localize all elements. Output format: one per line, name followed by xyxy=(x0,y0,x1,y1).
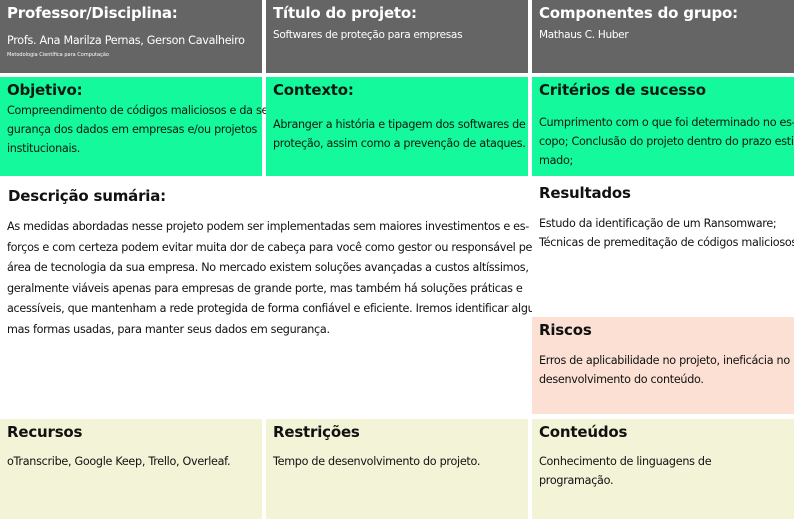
professor-title: Professor/Disciplina: xyxy=(7,4,178,22)
descricao-line: acessíveis, que mantenham a rede protegi… xyxy=(7,302,539,315)
restricoes-text: Tempo de desenvolvimento do projeto. xyxy=(273,455,481,468)
resultados-line: Técnicas de premeditação de códigos mali… xyxy=(539,236,794,249)
criterios-line: Cumprimento com o que foi determinado no… xyxy=(539,116,794,129)
resultados-line: Estudo da identificação de um Ransomware… xyxy=(539,217,777,230)
contexto-line: proteção, assim como a prevenção de ataq… xyxy=(273,137,526,150)
professor-names: Profs. Ana Marilza Pernas, Gerson Cavalh… xyxy=(7,34,245,47)
conteudos-text: Conhecimento de linguagens de programaçã… xyxy=(539,455,712,487)
contexto-title: Contexto: xyxy=(273,81,354,99)
course-name: Metodologia Científica para Computação xyxy=(7,52,109,58)
objetivo-line: institucionais. xyxy=(7,142,81,155)
conteudos-panel: Conteúdos Conhecimento de linguagens de … xyxy=(532,419,794,519)
criterios-title: Critérios de sucesso xyxy=(539,81,706,99)
conteudos-title: Conteúdos xyxy=(539,423,628,441)
recursos-title: Recursos xyxy=(7,423,83,441)
recursos-panel: Recursos oTranscribe, Google Keep, Trell… xyxy=(0,419,262,519)
contexto-panel: Contexto: Abranger a história e tipagem … xyxy=(266,77,528,176)
descricao-panel: Descrição sumária: As medidas abordadas … xyxy=(0,180,542,414)
resultados-panel: Resultados Estudo da identificação de um… xyxy=(532,180,794,314)
riscos-panel: Riscos Erros de aplicabilidade no projet… xyxy=(532,317,794,414)
descricao-line: forços e com certeza podem evitar muita … xyxy=(7,240,542,254)
restricoes-panel: Restrições Tempo de desenvolvimento do p… xyxy=(266,419,528,519)
objetivo-line: Compreendimento de códigos maliciosos e … xyxy=(7,104,272,117)
descricao-line: As medidas abordadas nesse projeto podem… xyxy=(7,220,530,233)
descricao-line: mas formas usadas, para manter seus dado… xyxy=(7,322,330,336)
professor-panel: Professor/Disciplina: Profs. Ana Marilza… xyxy=(0,0,262,73)
riscos-title: Riscos xyxy=(539,321,592,339)
objetivo-panel: Objetivo: Compreendimento de códigos mal… xyxy=(0,77,272,176)
descricao-title: Descrição sumária: xyxy=(8,187,166,205)
descricao-line: geralmente viáveis apenas para empresas … xyxy=(7,281,523,295)
restricoes-title: Restrições xyxy=(273,423,360,441)
titulo-panel: Título do projeto: Softwares de proteção… xyxy=(266,0,528,73)
componentes-panel: Componentes do grupo: Mathaus C. Huber xyxy=(532,0,794,73)
titulo-title: Título do projeto: xyxy=(273,4,417,22)
objetivo-line: gurança dos dados em empresas e/ou proje… xyxy=(7,123,258,136)
criterios-panel: Critérios de sucesso Cumprimento com o q… xyxy=(532,77,794,176)
criterios-line: mado; xyxy=(539,154,573,167)
titulo-text: Softwares de proteção para empresas xyxy=(273,29,463,41)
objetivo-title: Objetivo: xyxy=(7,81,83,99)
riscos-line: desenvolvimento do conteúdo. xyxy=(539,373,704,386)
criterios-line: copo; Conclusão do projeto dentro do pra… xyxy=(539,135,794,148)
descricao-line: área de tecnologia da sua empresa. No me… xyxy=(7,261,529,274)
resultados-title: Resultados xyxy=(539,184,631,202)
componentes-text: Mathaus C. Huber xyxy=(539,29,629,41)
recursos-text: oTranscribe, Google Keep, Trello, Overle… xyxy=(7,455,231,468)
contexto-line: Abranger a história e tipagem dos softwa… xyxy=(273,118,526,131)
componentes-title: Componentes do grupo: xyxy=(539,4,738,22)
riscos-line: Erros de aplicabilidade no projeto, inef… xyxy=(539,354,790,367)
